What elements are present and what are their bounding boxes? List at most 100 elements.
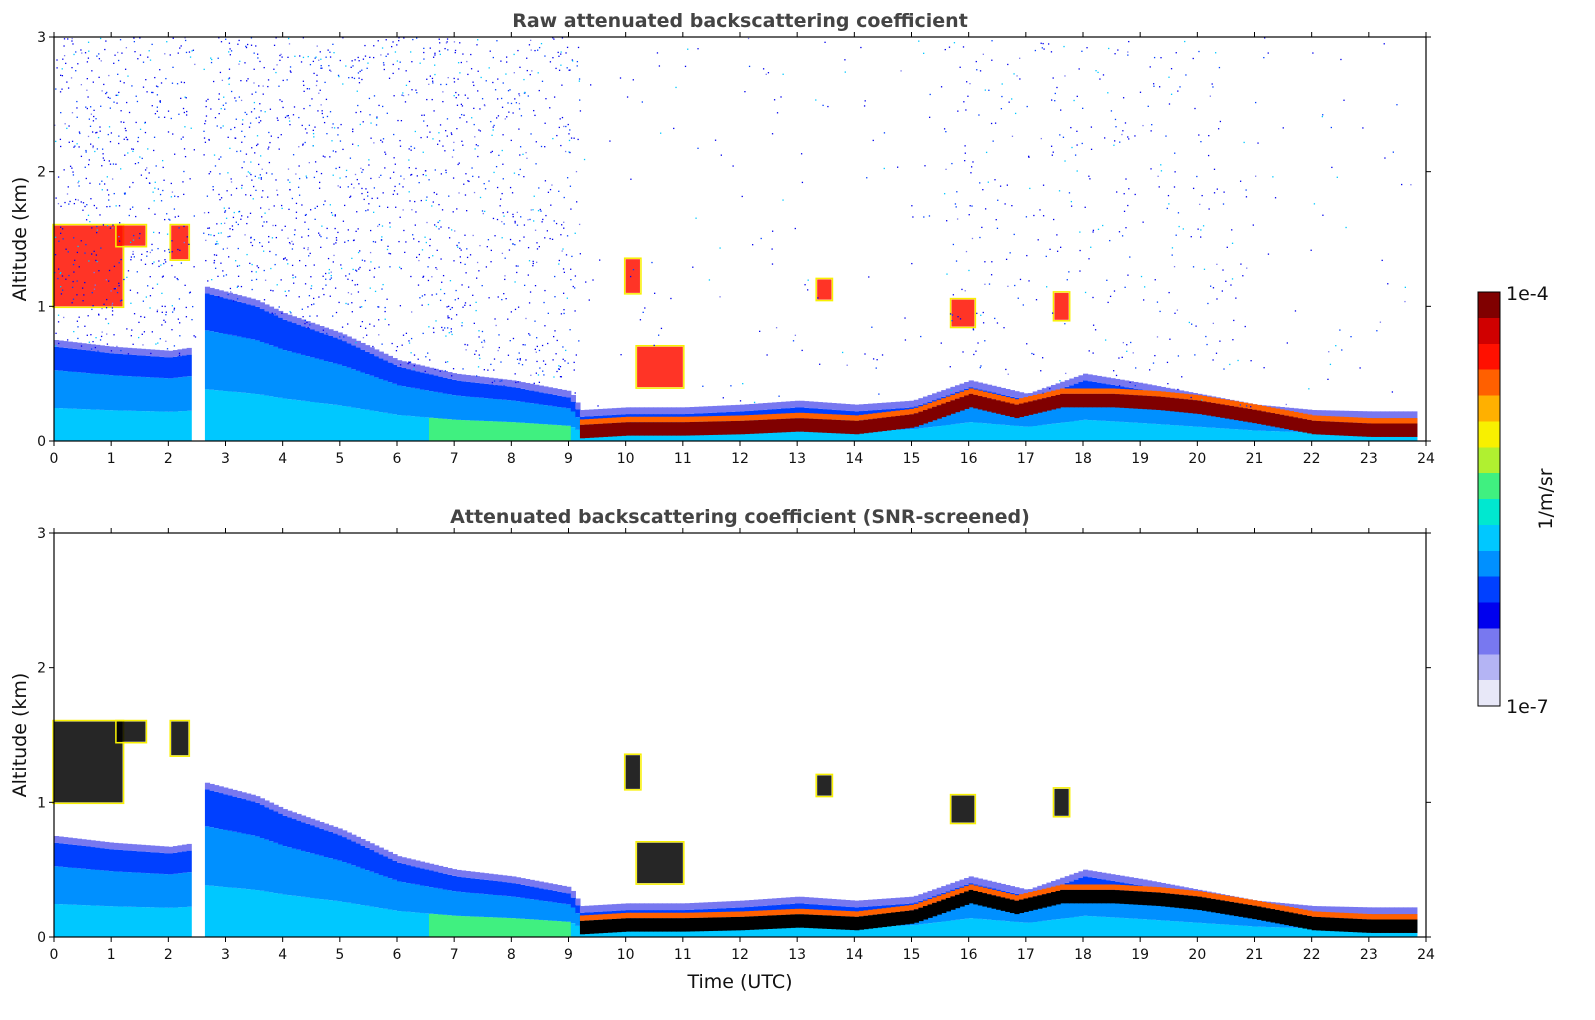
backscatter-cell [497, 378, 503, 386]
noise-speck [1282, 127, 1284, 129]
noise-speck [164, 321, 167, 323]
backscatter-cell [547, 387, 554, 395]
noise-speck [434, 169, 436, 171]
backscatter-cell [118, 353, 124, 376]
backscatter-cell [86, 350, 92, 374]
noise-speck [129, 241, 132, 244]
backscatter-cell [730, 926, 737, 937]
backscatter-cell [808, 897, 814, 905]
noise-speck [1263, 56, 1265, 59]
backscatter-cell [726, 908, 732, 916]
backscatter-cell [570, 394, 576, 402]
noise-speck [1049, 388, 1051, 390]
noise-speck [120, 168, 122, 170]
cloud-patch-edge [115, 223, 148, 248]
noise-speck [792, 340, 795, 342]
backscatter-cell [1211, 412, 1217, 428]
noise-speck [165, 261, 167, 263]
noise-speck [556, 370, 558, 373]
noise-speck [493, 124, 495, 127]
backscatter-cell [584, 409, 590, 417]
backscatter-cell [163, 907, 169, 937]
backscatter-cell [456, 876, 462, 892]
backscatter-cell [136, 844, 142, 852]
backscatter-cell [186, 843, 192, 851]
backscatter-cell [561, 407, 567, 426]
noise-speck [563, 309, 565, 311]
backscatter-cell [511, 876, 517, 884]
strong-layer-edge [849, 415, 855, 421]
noise-speck [357, 291, 360, 293]
backscatter-cell [913, 399, 919, 407]
backscatter-cell [639, 431, 645, 441]
noise-speck [994, 179, 996, 181]
noise-speck [257, 143, 259, 145]
backscatter-cell [831, 430, 837, 441]
noise-speck [218, 37, 220, 39]
noise-speck [268, 131, 270, 134]
noise-speck [576, 201, 578, 203]
strong-layer-edge [1206, 396, 1212, 403]
noise-speck [203, 68, 205, 71]
noise-speck [87, 41, 90, 43]
noise-speck [71, 167, 73, 169]
noise-speck [93, 204, 95, 207]
backscatter-cell [1046, 424, 1052, 441]
noise-speck [229, 228, 231, 230]
noise-speck [1079, 231, 1081, 233]
noise-speck [405, 70, 407, 72]
noise-speck [476, 261, 479, 264]
backscatter-cell [186, 376, 192, 411]
noise-speck [246, 222, 248, 225]
backscatter-cell [749, 410, 755, 419]
backscatter-cell [1307, 409, 1313, 417]
backscatter-cell [346, 832, 352, 840]
noise-speck [322, 288, 324, 290]
noise-speck [356, 211, 358, 213]
noise-speck [59, 232, 62, 235]
noise-speck [158, 265, 160, 268]
backscatter-cell [689, 903, 695, 910]
noise-speck [391, 45, 393, 48]
noise-speck [252, 198, 254, 200]
backscatter-cell [836, 403, 842, 411]
x-tick-label: 11 [674, 451, 692, 467]
noise-speck [159, 101, 162, 103]
noise-speck [378, 104, 380, 107]
backscatter-cell [387, 909, 394, 937]
strong-layer-edge [1238, 402, 1244, 408]
backscatter-cell [662, 927, 668, 937]
noise-speck [96, 131, 98, 134]
backscatter-cell [429, 391, 435, 418]
noise-speck [448, 237, 451, 239]
strong-layer-edge [1083, 388, 1089, 394]
backscatter-cell [378, 378, 384, 413]
noise-speck [1121, 133, 1123, 136]
backscatter-cell [579, 410, 586, 417]
noise-speck [271, 312, 273, 314]
backscatter-cell [1119, 421, 1125, 441]
noise-speck [388, 252, 390, 255]
backscatter-cell [387, 858, 394, 879]
noise-speck [301, 204, 303, 206]
noise-speck [291, 264, 294, 267]
noise-speck [572, 60, 574, 62]
noise-speck [399, 61, 401, 63]
noise-speck [203, 130, 205, 132]
noise-speck [532, 260, 534, 263]
noise-speck [518, 362, 520, 365]
noise-speck [287, 37, 290, 40]
backscatter-cell [493, 421, 499, 441]
noise-speck [316, 45, 318, 47]
noise-speck [229, 287, 232, 290]
noise-speck [514, 244, 516, 246]
noise-speck [115, 163, 117, 165]
noise-speck [1178, 225, 1180, 228]
noise-speck [96, 229, 98, 231]
backscatter-cell [689, 407, 695, 414]
backscatter-cell [1325, 410, 1331, 418]
backscatter-cell [296, 324, 302, 354]
noise-speck [876, 359, 878, 361]
noise-speck [229, 147, 231, 150]
backscatter-cell [520, 382, 526, 389]
